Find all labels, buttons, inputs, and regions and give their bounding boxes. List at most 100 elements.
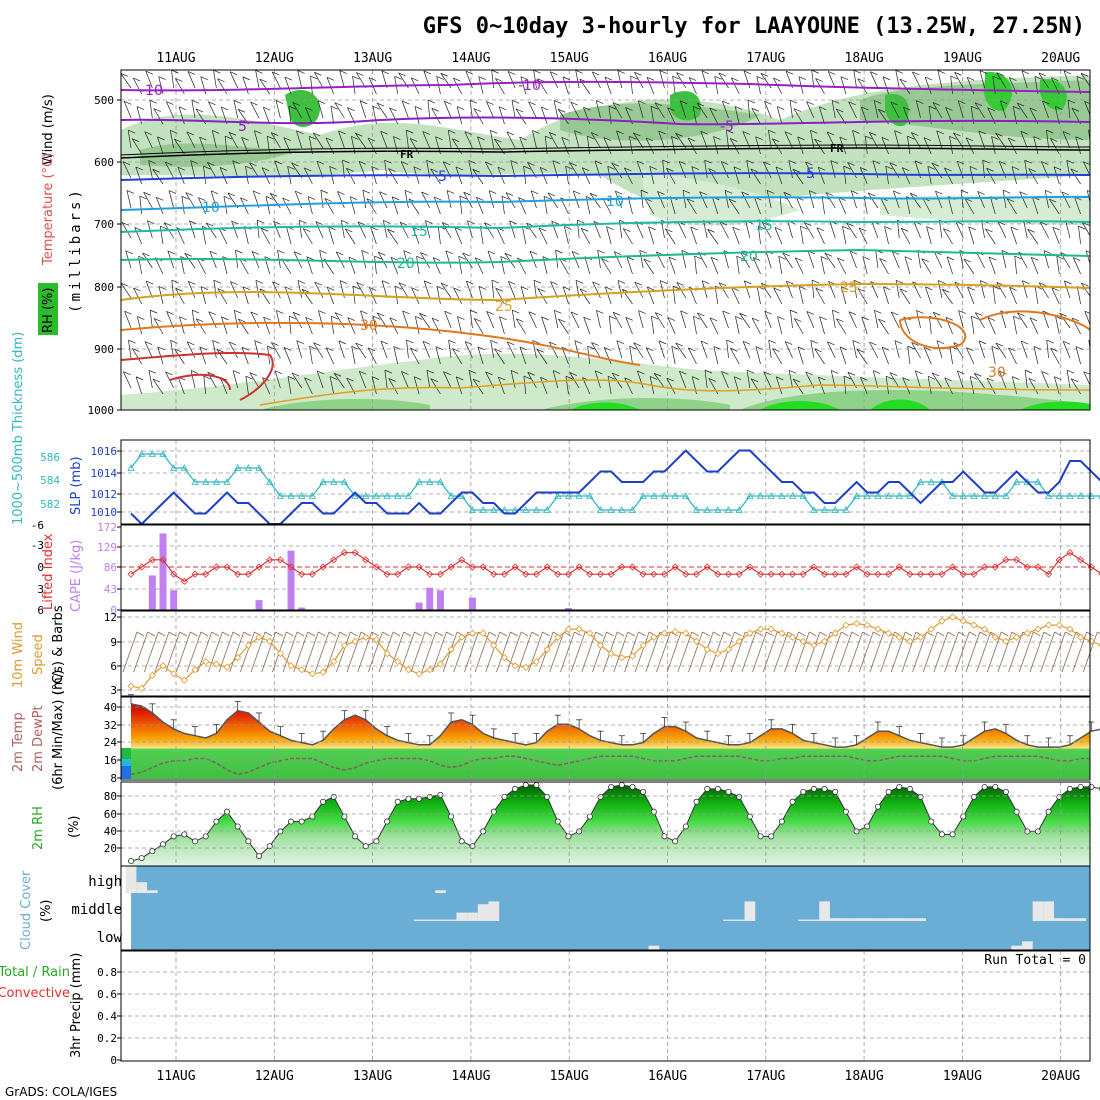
wind-barb-flag bbox=[956, 160, 965, 165]
wind-barb bbox=[676, 72, 687, 89]
wind-barb bbox=[977, 191, 985, 209]
wind-barb-flag bbox=[277, 249, 285, 254]
wind-barb-flag bbox=[587, 135, 595, 140]
wind-barb bbox=[617, 280, 623, 299]
wind-barb bbox=[739, 313, 751, 329]
wind-barb bbox=[1052, 227, 1060, 245]
cloud-axis-units: (%) bbox=[39, 900, 54, 923]
wind-barb-flag bbox=[284, 76, 293, 81]
rh-marker bbox=[693, 798, 700, 805]
wind-barb-flag bbox=[960, 189, 969, 194]
wind-barb-flag bbox=[860, 167, 868, 171]
wind-barb bbox=[398, 282, 409, 299]
wind-barb bbox=[949, 346, 953, 365]
wind-barb bbox=[206, 222, 217, 239]
wind-barb bbox=[1042, 100, 1049, 119]
wind-barb bbox=[254, 340, 260, 359]
wind-barb-flag bbox=[702, 280, 710, 285]
wind-barb bbox=[612, 102, 623, 119]
rh-blob-high bbox=[121, 75, 1090, 213]
wind-barb-flag bbox=[914, 160, 923, 165]
wind-barb-flag bbox=[743, 70, 752, 75]
wind-barb-flag bbox=[1078, 225, 1086, 230]
wind-barb bbox=[217, 78, 228, 95]
wind-barb-flag bbox=[411, 287, 419, 292]
wind-barb bbox=[1028, 378, 1039, 395]
rh-marker bbox=[522, 781, 529, 788]
wind-barb-flag bbox=[374, 255, 382, 260]
wind-barb-flag bbox=[146, 280, 154, 285]
wind-barb-flag bbox=[609, 315, 617, 320]
thickness-line bbox=[130, 453, 1100, 511]
thickness-marker bbox=[980, 492, 989, 499]
wind-barb bbox=[175, 288, 185, 305]
wind-barb-flag bbox=[1075, 136, 1083, 141]
wind-barb bbox=[518, 197, 527, 215]
wind-barb-flag bbox=[617, 70, 625, 74]
wind-barb bbox=[1028, 168, 1039, 185]
rh-marker bbox=[789, 798, 796, 805]
wind-barb-flag bbox=[826, 131, 835, 136]
wind-barb-flag bbox=[575, 70, 583, 74]
temp-label-25-mid: 25 bbox=[495, 299, 513, 315]
wind-barb bbox=[144, 341, 153, 359]
wind-barb bbox=[496, 227, 505, 245]
wind-barb bbox=[1065, 220, 1071, 239]
wind-barb-flag bbox=[574, 340, 582, 344]
wind-barb bbox=[338, 130, 345, 149]
wind-barb-flag bbox=[977, 191, 985, 195]
isotherm-35 bbox=[121, 351, 274, 401]
wind-barb-flag bbox=[991, 136, 999, 140]
rh-marker bbox=[1088, 783, 1095, 790]
wind10-barb-flag bbox=[937, 631, 945, 637]
wind-barb bbox=[831, 100, 836, 119]
wind-barb bbox=[191, 100, 196, 119]
wind-barb bbox=[308, 136, 313, 155]
temp2m-label-c: (6hr Min/Max) (°C) bbox=[51, 670, 66, 790]
wind-barb bbox=[351, 346, 356, 365]
wind-barb-flag bbox=[692, 376, 700, 380]
wind-barb bbox=[212, 340, 217, 359]
wind-barb bbox=[1048, 198, 1060, 215]
wind-barb bbox=[229, 71, 239, 89]
wind-barb-flag bbox=[484, 222, 492, 227]
wind10-marker bbox=[778, 629, 786, 637]
wind10-barb bbox=[517, 631, 533, 673]
wind-barb bbox=[840, 76, 847, 95]
wind-barb bbox=[135, 166, 143, 185]
isotherm-zero-fr bbox=[121, 147, 1090, 159]
li-marker bbox=[660, 570, 669, 578]
wind-barb bbox=[452, 348, 463, 365]
wind-barb bbox=[762, 161, 772, 179]
wind-barb-flag bbox=[165, 161, 173, 166]
cloud-bar-middle bbox=[861, 918, 873, 921]
li-marker bbox=[970, 570, 978, 578]
wind-barb-flag bbox=[366, 198, 375, 203]
wind-barb-flag bbox=[903, 106, 911, 111]
wind-barb bbox=[885, 376, 889, 395]
cape-bars bbox=[148, 533, 572, 610]
wind-barb bbox=[985, 228, 996, 245]
wind-barb bbox=[725, 130, 729, 149]
wind-barb bbox=[986, 168, 996, 185]
wind-barb bbox=[553, 100, 559, 119]
wind-barb-flag bbox=[991, 346, 999, 350]
wind10-barb bbox=[314, 631, 330, 673]
wind-barb bbox=[869, 341, 879, 359]
wind-barb-flag bbox=[637, 370, 645, 375]
wind-barb-flag bbox=[837, 257, 845, 262]
rh-marker bbox=[970, 793, 977, 800]
thickness-marker bbox=[671, 492, 679, 499]
wind-barb-flag bbox=[911, 132, 919, 136]
wind-barb-flag bbox=[839, 136, 847, 141]
wind-barb bbox=[208, 311, 217, 329]
wind-barb bbox=[506, 131, 516, 149]
wind-barb-flag bbox=[361, 250, 369, 254]
wind-barb-flag bbox=[895, 279, 904, 284]
wind-barb-flag bbox=[510, 160, 518, 164]
wind-barb-flag bbox=[608, 105, 617, 110]
wind-barb-flag bbox=[788, 370, 797, 374]
wind-barb bbox=[957, 100, 964, 119]
wind10-barb bbox=[485, 631, 501, 673]
wind-barb-flag bbox=[937, 70, 946, 74]
